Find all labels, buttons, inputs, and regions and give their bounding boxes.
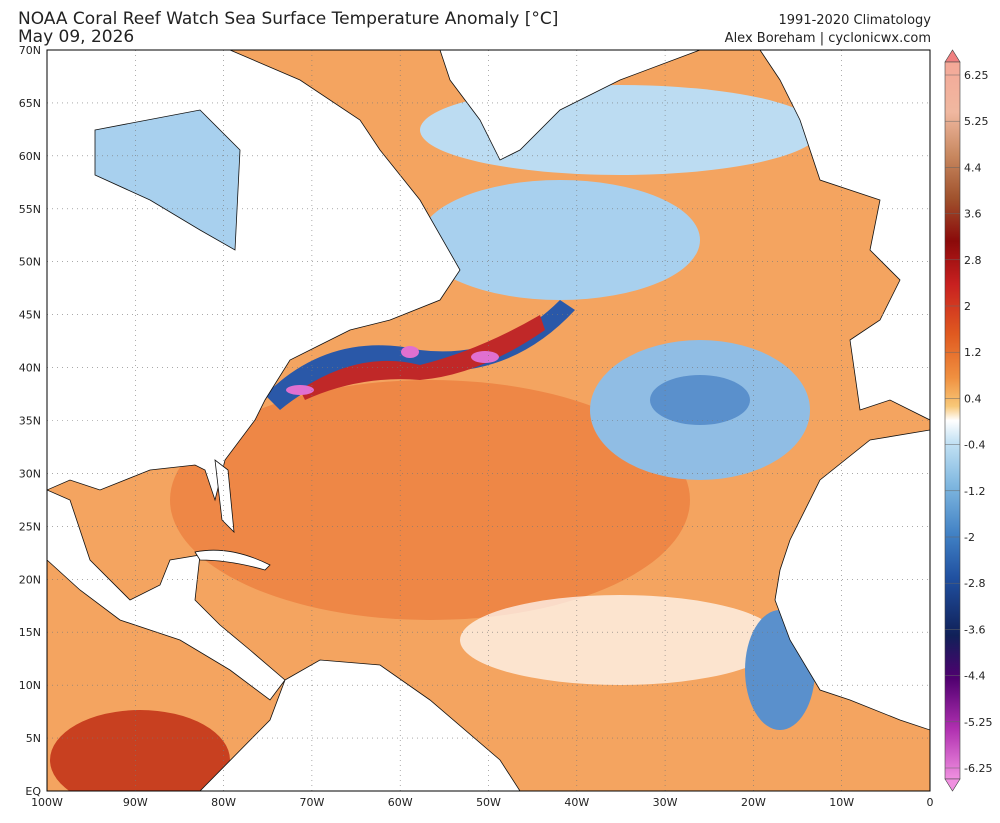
lon-label: 50W <box>476 796 501 809</box>
colorbar-label: 1.2 <box>964 346 982 359</box>
lon-label: 80W <box>211 796 236 809</box>
climatology-label: 1991-2020 Climatology <box>779 13 932 28</box>
lat-label: 55N <box>19 203 41 216</box>
colorbar-label: -1.2 <box>964 485 985 498</box>
lat-label: 70N <box>19 44 41 57</box>
lon-label: 60W <box>388 796 413 809</box>
lat-label: 40N <box>19 362 41 375</box>
gulf-stream-warm <box>300 315 545 400</box>
neutral-anomaly <box>460 595 780 685</box>
lon-label: 40W <box>564 796 589 809</box>
lon-label: 10W <box>829 796 854 809</box>
lat-label: 25N <box>19 520 41 533</box>
lat-label: 60N <box>19 150 41 163</box>
colorbar-label: 2.8 <box>964 254 982 267</box>
extreme-anomaly <box>471 351 499 363</box>
lon-label: 90W <box>123 796 148 809</box>
map-frame <box>46 49 931 792</box>
africa <box>774 429 930 731</box>
cool-anomaly <box>650 375 750 425</box>
florida <box>214 459 235 534</box>
colorbar-label: 0.4 <box>964 392 982 405</box>
europe <box>759 50 930 421</box>
colorbar-label: 3.6 <box>964 208 982 221</box>
colorbar <box>944 61 961 780</box>
lon-label: 20W <box>741 796 766 809</box>
hudson-bay <box>94 109 241 251</box>
lat-label: 5N <box>26 732 41 745</box>
greenland <box>439 50 701 161</box>
lon-label: 0 <box>927 796 934 809</box>
lat-label: EQ <box>25 785 41 798</box>
map-area <box>47 50 930 791</box>
warm-anomaly <box>50 710 230 791</box>
lon-label: 30W <box>653 796 678 809</box>
cuba <box>194 549 271 571</box>
colorbar-label: -2.8 <box>964 577 985 590</box>
colorbar-label: 5.25 <box>964 115 989 128</box>
lon-label: 100W <box>31 796 63 809</box>
graticule <box>47 50 930 791</box>
warm-anomaly <box>170 380 690 620</box>
colorbar-label: -0.4 <box>964 439 985 452</box>
lon-label: 70W <box>299 796 324 809</box>
colorbar-label: -5.25 <box>964 716 992 729</box>
lat-label: 45N <box>19 309 41 322</box>
lat-label: 50N <box>19 256 41 269</box>
credit-label: Alex Boreham | cyclonicwx.com <box>725 31 931 46</box>
colorbar-label: -6.25 <box>964 762 992 775</box>
lat-label: 15N <box>19 626 41 639</box>
lat-label: 10N <box>19 679 41 692</box>
colorbar-label: 6.25 <box>964 69 989 82</box>
colorbar-label: 2 <box>964 300 971 313</box>
colorbar-label: -3.6 <box>964 623 985 636</box>
lat-label: 30N <box>19 467 41 480</box>
labels: 70N65N60N55N50N45N40N35N30N25N20N15N10N5… <box>19 44 993 809</box>
south-america <box>199 659 521 791</box>
colorbar-top-arrow <box>944 49 961 63</box>
colorbar-bottom-arrow <box>944 778 961 792</box>
lat-label: 35N <box>19 415 41 428</box>
map-date: May 09, 2026 <box>18 27 134 47</box>
colorbar-label: 4.4 <box>964 161 982 174</box>
colorbar-label: -2 <box>964 531 975 544</box>
extreme-anomaly <box>286 385 314 395</box>
lat-label: 65N <box>19 97 41 110</box>
extreme-anomaly <box>401 346 419 358</box>
gulf-stream-cool <box>265 300 575 410</box>
map-title: NOAA Coral Reef Watch Sea Surface Temper… <box>18 9 558 29</box>
cool-anomaly <box>420 180 700 300</box>
colorbar-label: -4.4 <box>964 670 985 683</box>
central-america <box>47 489 286 701</box>
lat-label: 20N <box>19 573 41 586</box>
